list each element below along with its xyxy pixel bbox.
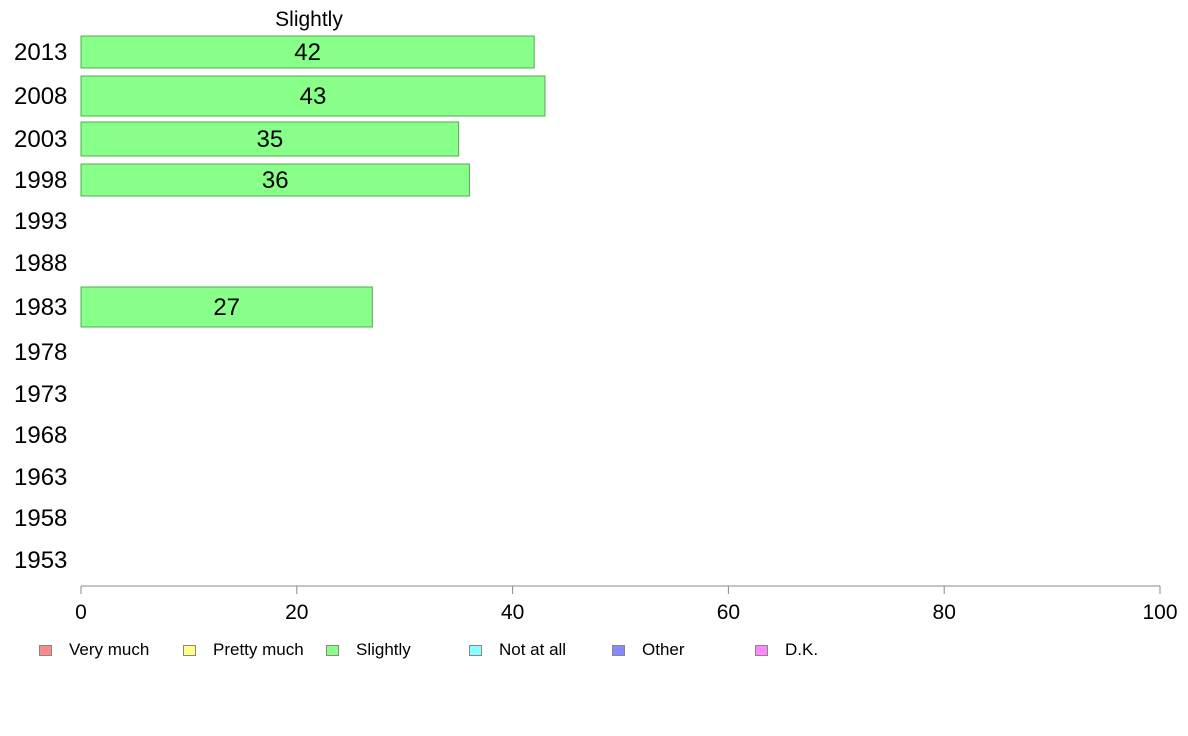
y-tick-label-1958: 1958 bbox=[14, 505, 67, 532]
y-tick-label-1983: 1983 bbox=[14, 294, 67, 321]
bar-2003 bbox=[80, 121, 460, 157]
bar-2013 bbox=[80, 35, 535, 69]
chart-title: Slightly bbox=[275, 8, 343, 31]
legend-swatch-very-much bbox=[39, 644, 52, 656]
data-label-1983: 27 bbox=[213, 294, 240, 321]
data-label-2008: 43 bbox=[300, 83, 327, 110]
data-label-2013: 42 bbox=[294, 39, 321, 66]
y-tick-label-1963: 1963 bbox=[14, 464, 67, 491]
bar-1983 bbox=[80, 286, 373, 328]
legend-label-other: Other bbox=[642, 640, 685, 659]
y-tick-label-1968: 1968 bbox=[14, 422, 67, 449]
y-tick-label-2003: 2003 bbox=[14, 126, 67, 153]
legend: Very much Pretty much Slightly Not at al… bbox=[0, 638, 1188, 662]
legend-item-other: Other bbox=[612, 638, 685, 662]
x-tick-label-40: 40 bbox=[501, 601, 524, 624]
legend-item-pretty-much: Pretty much bbox=[183, 638, 304, 662]
legend-swatch-slightly bbox=[326, 644, 339, 656]
legend-swatch-not-at-all bbox=[469, 644, 482, 656]
legend-label-slightly: Slightly bbox=[356, 640, 411, 659]
x-tick-label-100: 100 bbox=[1142, 601, 1177, 624]
legend-item-very-much: Very much bbox=[39, 638, 149, 662]
y-tick-label-2008: 2008 bbox=[14, 83, 67, 110]
x-axis: 0 20 40 60 80 100 bbox=[75, 585, 1178, 624]
x-tick-label-60: 60 bbox=[717, 601, 740, 624]
legend-item-slightly: Slightly bbox=[326, 638, 411, 662]
legend-label-not-at-all: Not at all bbox=[499, 640, 567, 659]
y-tick-labels: 2013 2008 2003 1998 1993 1988 1983 1978 1973 1968… bbox=[14, 39, 67, 574]
legend-item-dk: D.K. bbox=[755, 638, 818, 662]
legend-swatch-dk bbox=[755, 644, 768, 656]
legend-label-very-much: Very much bbox=[69, 640, 150, 659]
y-tick-label-1998: 1998 bbox=[14, 167, 67, 194]
bar-2008 bbox=[80, 75, 546, 117]
y-tick-label-1978: 1978 bbox=[14, 339, 67, 366]
data-label-1998: 36 bbox=[262, 167, 289, 194]
legend-label-pretty-much: Pretty much bbox=[213, 640, 304, 659]
x-tick-label-20: 20 bbox=[285, 601, 308, 624]
legend-label-dk: D.K. bbox=[785, 640, 819, 659]
legend-item-not-at-all: Not at all bbox=[469, 638, 566, 662]
legend-swatch-other bbox=[612, 644, 625, 656]
y-tick-label-2013: 2013 bbox=[14, 39, 67, 66]
y-tick-label-1973: 1973 bbox=[14, 381, 67, 408]
x-tick-label-80: 80 bbox=[933, 601, 956, 624]
bar-1998 bbox=[80, 163, 470, 197]
y-tick-label-1988: 1988 bbox=[14, 250, 67, 277]
y-tick-label-1953: 1953 bbox=[14, 547, 67, 574]
legend-swatch-pretty-much bbox=[183, 644, 196, 656]
y-tick-label-1993: 1993 bbox=[14, 208, 67, 235]
data-label-2003: 35 bbox=[256, 126, 283, 153]
bars-layer: 42 43 35 36 27 bbox=[80, 35, 546, 328]
bar-chart: Slightly 42 43 35 36 27 2013 2008 2003 1998 1993… bbox=[14, 8, 1178, 624]
x-tick-label-0: 0 bbox=[75, 601, 87, 624]
